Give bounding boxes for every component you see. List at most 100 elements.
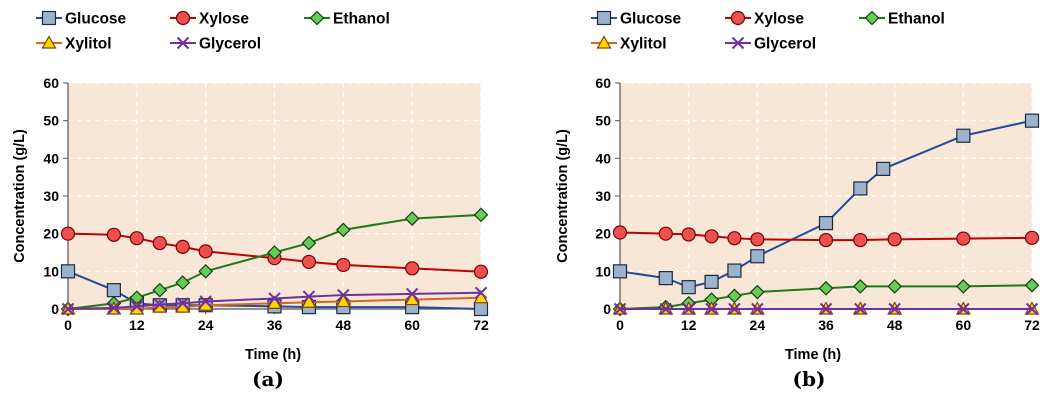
chart-b-legend-label-glucose: Glucose	[620, 11, 682, 28]
chart-b-ytick-label-10: 10	[595, 263, 611, 279]
chart-b-point-xylose-2	[681, 227, 696, 242]
chart-b-legend-item-xylitol: Xylitol	[591, 35, 667, 53]
chart-a-legend-item-glycerol: Glycerol	[170, 36, 261, 53]
chart-b-legend-label-ethanol: Ethanol	[888, 11, 945, 28]
chart-a-xtick-label-12: 12	[129, 317, 145, 333]
chart-panel-b: Glucose Xylose Ethanol Xylitol Glycerol 0 10 2…	[520, 0, 1040, 396]
chart-b-legend-item-glucose: Glucose	[591, 11, 682, 28]
chart-a-point-glucose-1	[106, 283, 121, 298]
chart-a-point-xylitol-9	[404, 291, 420, 306]
chart-b-ytick-label-30: 30	[595, 188, 611, 204]
chart-a-legend-marker-xylose	[175, 10, 191, 26]
chart-a-point-ethanol-7	[301, 235, 317, 251]
chart-b-ytick-label-40: 40	[595, 150, 611, 166]
chart-a-legend: Glucose Xylose Ethanol Xylitol Glycerol	[36, 11, 390, 53]
chart-a-legend-label-glucose: Glucose	[65, 11, 127, 28]
chart-b-ylabel: Concentration (g/L)	[555, 129, 571, 263]
chart-b-legend-item-glycerol: Glycerol	[725, 36, 816, 53]
chart-a-point-xylose-10	[473, 264, 489, 279]
chart-a-ytick-label-60: 60	[43, 75, 59, 91]
chart-a-ytick-label-40: 40	[43, 150, 59, 166]
chart-b-legend-marker-glucose	[596, 10, 612, 26]
chart-b-point-ethanol-8	[887, 279, 903, 294]
chart-b-point-xylose-10	[1024, 230, 1040, 245]
chart-a-point-glycerol-7	[302, 290, 316, 303]
chart-b-point-xylose-6	[818, 232, 834, 248]
chart-b-xlabel: Time (h)	[785, 347, 841, 363]
chart-a-point-xylose-3	[152, 235, 167, 251]
chart-b-point-ethanol-7	[852, 279, 868, 294]
chart-a-point-glycerol-0	[61, 302, 75, 316]
chart-a-legend-label-xylose: Xylose	[199, 11, 249, 28]
chart-panel-a: Glucose Xylose Ethanol Xylitol Glycerol 0 10 2…	[12, 11, 489, 392]
chart-a-legend-marker-glucose	[41, 10, 57, 26]
chart-b-point-xylose-0	[612, 225, 628, 240]
chart-a-point-ethanol-4	[175, 275, 191, 290]
chart-b-legend-marker-glycerol	[731, 36, 745, 50]
chart-b-point-xylose-3	[704, 229, 719, 244]
chart-b-point-glucose-4	[727, 263, 742, 278]
chart-a-legend-item-ethanol: Ethanol	[304, 11, 390, 28]
chart-b-point-glycerol-1	[659, 302, 672, 316]
chart-a-legend-item-xylitol: Xylitol	[36, 35, 112, 53]
chart-a-point-glycerol-3	[153, 298, 166, 311]
chart-a-legend-label-glycerol: Glycerol	[199, 36, 261, 53]
chart-a-point-glycerol-2	[130, 300, 144, 313]
chart-b-xtick-label-36: 36	[818, 317, 834, 333]
chart-a-xlabel: Time (h)	[245, 347, 301, 363]
chart-b-point-glucose-0	[612, 264, 628, 279]
chart-a-point-xylose-8	[336, 257, 351, 273]
chart-a-ytick-label-30: 30	[43, 188, 59, 204]
chart-a-point-xylose-2	[129, 231, 144, 246]
chart-b-svg: Glucose Xylose Ethanol Xylitol Glycerol 0 10 2…	[555, 11, 1040, 392]
chart-b-point-glycerol-9	[957, 302, 970, 316]
chart-b-point-xylose-5	[750, 232, 765, 247]
chart-b-point-glucose-8	[876, 161, 891, 176]
chart-a-xtick-label-0: 0	[64, 317, 72, 333]
chart-a-ytick-label-50: 50	[43, 113, 59, 129]
chart-a-point-xylose-9	[405, 261, 420, 276]
chart-b-legend-item-xylose: Xylose	[725, 11, 804, 28]
chart-a-point-xylose-5	[198, 244, 213, 259]
chart-b-point-ethanol-6	[818, 280, 834, 296]
chart-b-legend: Glucose Xylose Ethanol Xylitol Glycerol	[591, 11, 945, 53]
chart-b-legend-label-xylitol: Xylitol	[620, 36, 667, 53]
chart-a-point-glycerol-6	[268, 292, 281, 305]
chart-a-point-xylose-7	[301, 254, 317, 270]
chart-b-legend-marker-ethanol	[864, 10, 880, 26]
chart-b-point-glucose-7	[853, 181, 868, 196]
chart-b-point-ethanol-9	[955, 279, 971, 294]
chart-a-point-glycerol-10	[474, 286, 488, 300]
chart-b-point-glucose-10	[1024, 113, 1040, 128]
chart-a-point-glucose-0	[60, 264, 76, 279]
chart-b-point-glucose-6	[818, 216, 834, 231]
chart-a-point-ethanol-3	[152, 282, 168, 298]
chart-a-point-ethanol-8	[335, 222, 351, 238]
chart-b-tick-labels: 0 10 20 30 40 50 60 0 12 24 36 48 60 72	[595, 75, 1040, 333]
chart-b-point-glucose-9	[956, 128, 971, 143]
chart-b-ytick-label-50: 50	[595, 113, 611, 129]
chart-b-point-glycerol-8	[888, 302, 901, 316]
chart-a-tick-labels: 0 10 20 30 40 50 60 0 12 24 36 48 60 72	[43, 75, 489, 333]
chart-a-point-glycerol-4	[176, 297, 189, 310]
chart-b-xtick-label-60: 60	[956, 317, 972, 333]
chart-b-point-glycerol-4	[728, 302, 741, 316]
chart-b-point-glycerol-0	[613, 302, 627, 316]
chart-a-svg: Glucose Xylose Ethanol Xylitol Glycerol 0 10 2…	[12, 11, 489, 392]
chart-a-legend-item-xylose: Xylose	[170, 11, 249, 28]
chart-b-point-glycerol-6	[819, 302, 833, 316]
chart-b-point-ethanol-10	[1024, 277, 1040, 293]
chart-a-point-glycerol-9	[405, 287, 419, 301]
chart-b-point-ethanol-5	[749, 284, 765, 300]
chart-a-point-ethanol-9	[404, 211, 420, 226]
chart-a-point-glycerol-1	[107, 301, 121, 315]
chart-b-point-glycerol-5	[751, 302, 764, 316]
chart-a-point-glucose-10	[473, 301, 489, 317]
chart-a-legend-label-xylitol: Xylitol	[65, 36, 112, 53]
chart-a-legend-label-ethanol: Ethanol	[333, 11, 390, 28]
chart-a-point-ethanol-10	[473, 207, 489, 223]
chart-a-point-xylitol-8	[335, 293, 351, 308]
chart-a-point-ethanol-5	[198, 263, 214, 279]
chart-b-xtick-label-48: 48	[887, 317, 903, 333]
chart-b-point-glucose-2	[681, 280, 696, 295]
